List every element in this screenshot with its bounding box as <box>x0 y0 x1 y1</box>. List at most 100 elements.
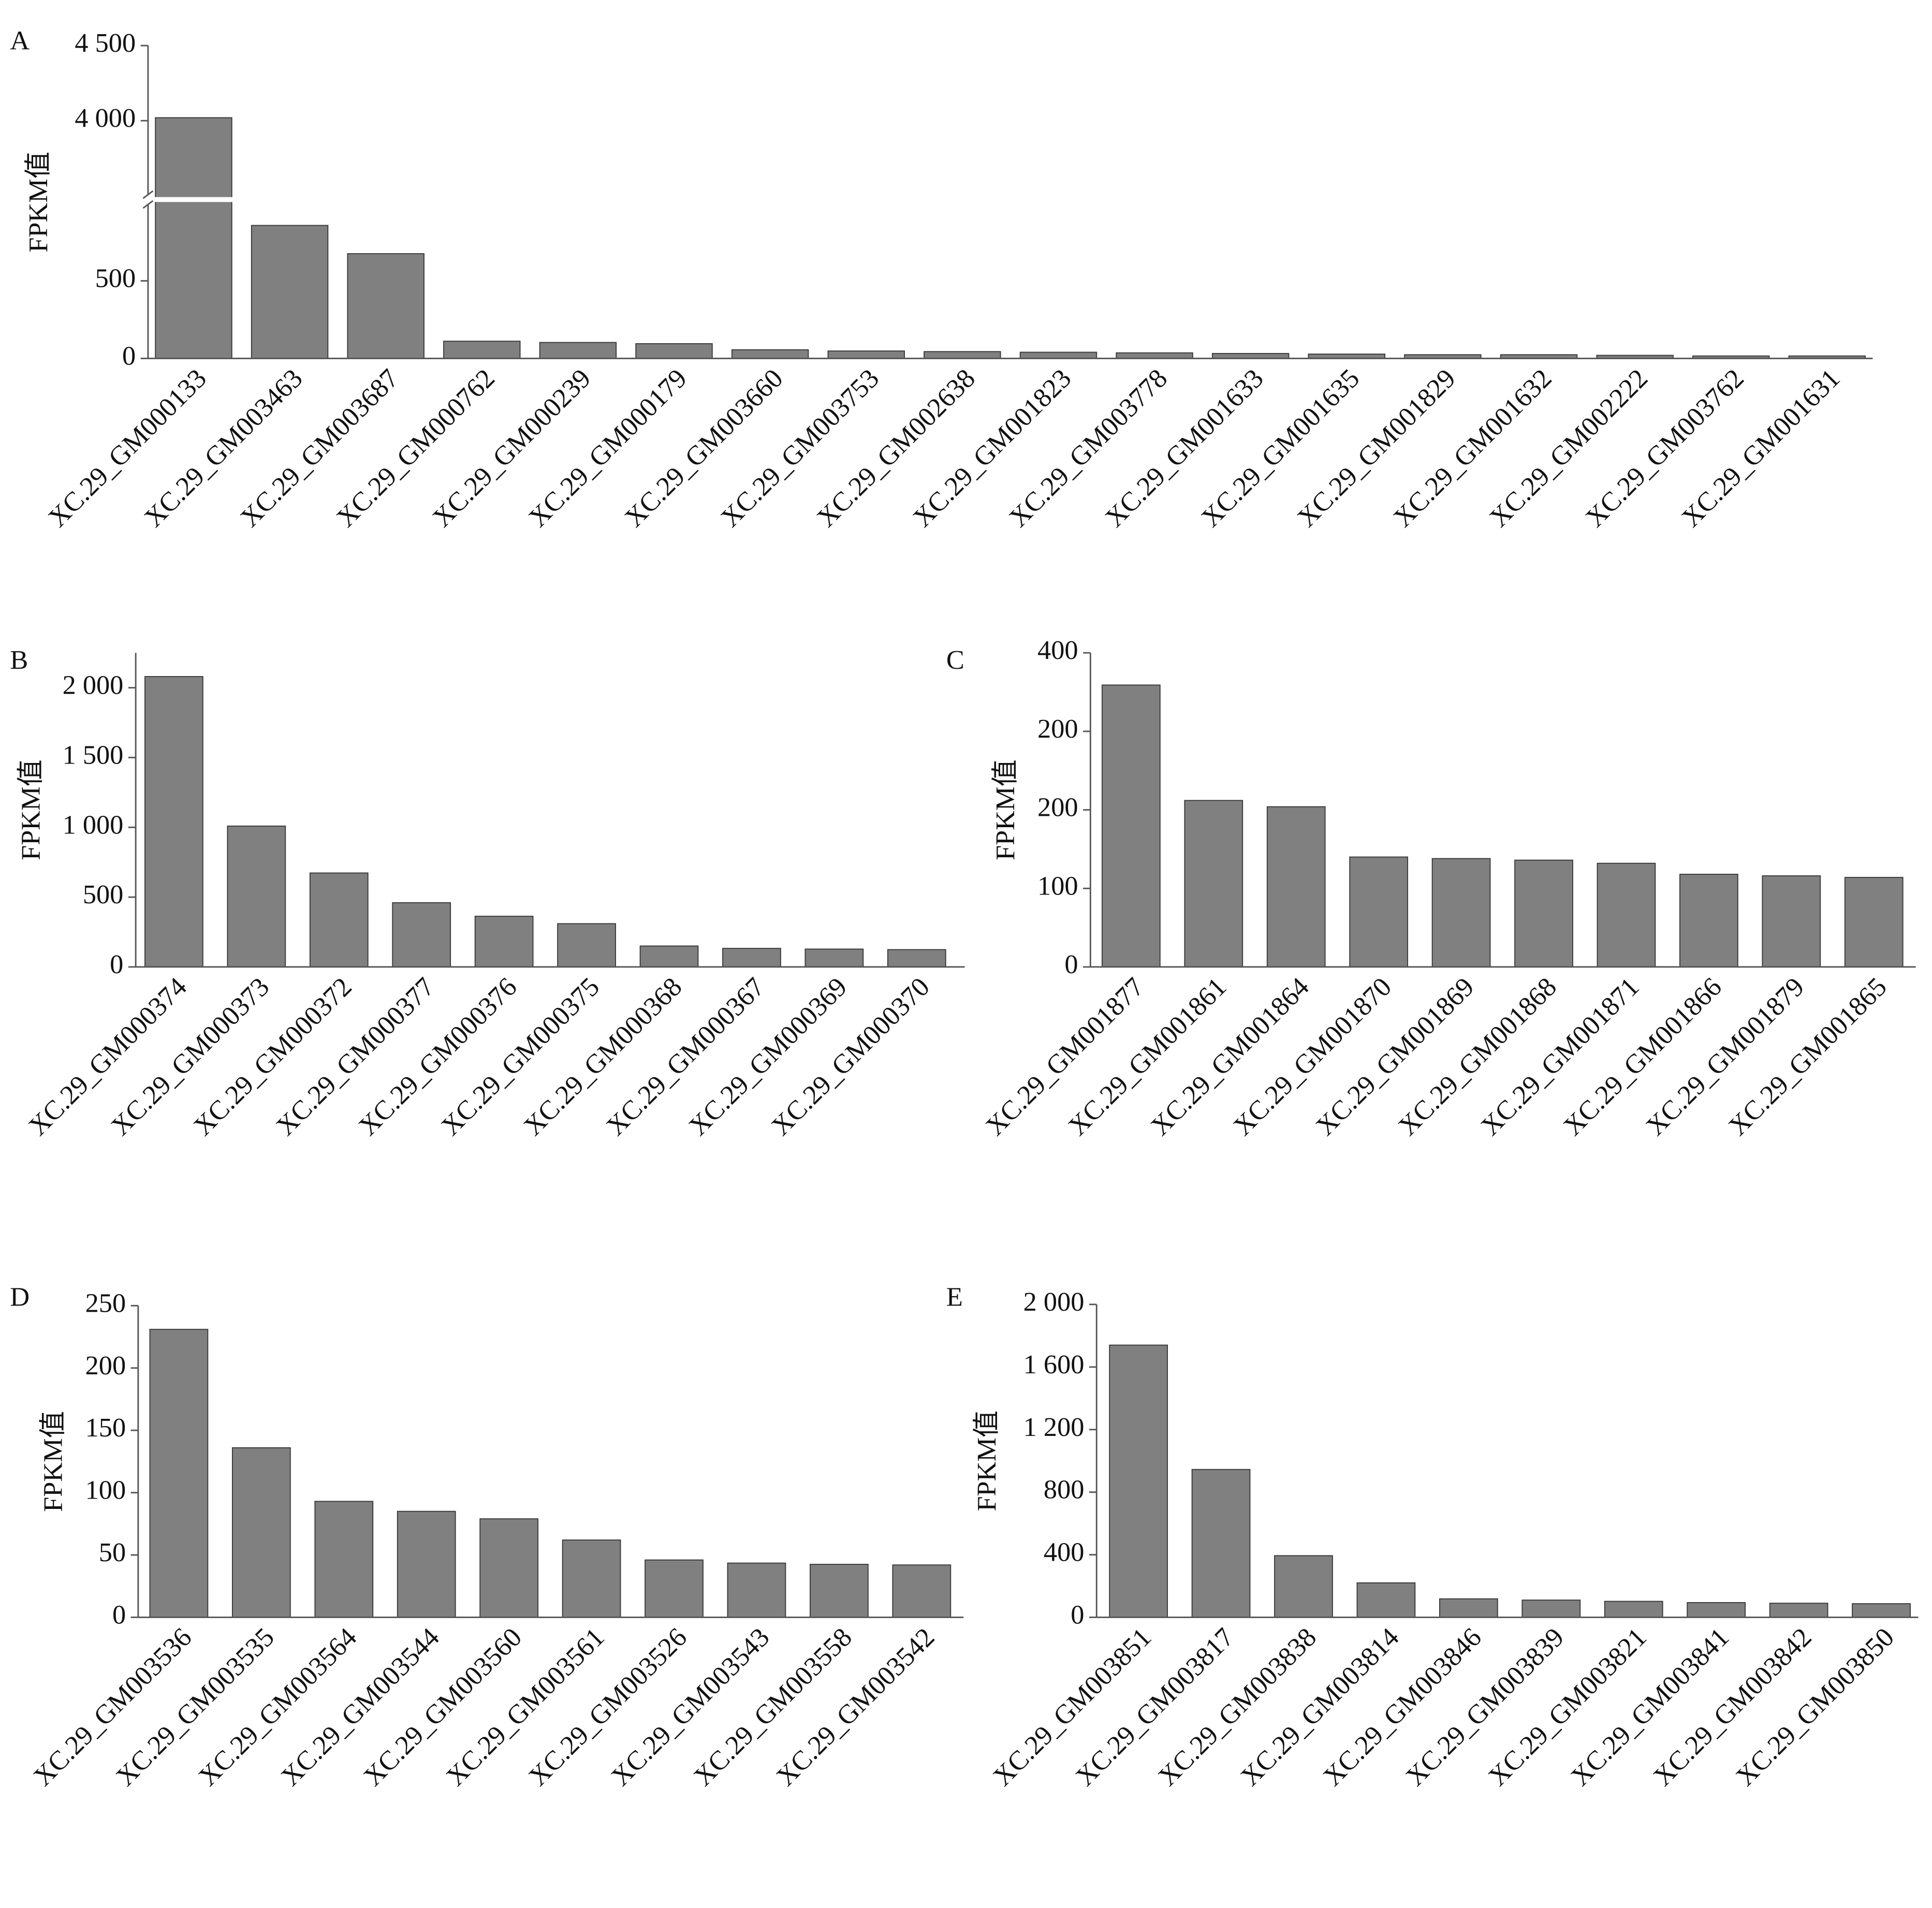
axis-break <box>142 190 154 199</box>
bar <box>722 948 781 967</box>
x-tick-label: XC.29_GM000367 <box>601 972 770 1141</box>
bar <box>479 1518 539 1618</box>
x-tick-label: XC.29_GM000376 <box>353 972 523 1141</box>
x-tick-label: XC.29_GM002638 <box>811 363 981 533</box>
x-tick-label: XC.29_GM003838 <box>1152 1622 1322 1792</box>
y-tick-label: 1 500 <box>63 740 124 770</box>
x-tick-label: XC.29_GM003536 <box>28 1622 198 1792</box>
y-tick-label: 0 <box>1071 1599 1084 1630</box>
panel-label: C <box>946 645 964 675</box>
x-tick-label: XC.29_GM001633 <box>1100 363 1269 533</box>
x-tick-label: XC.29_GM001868 <box>1393 972 1562 1141</box>
x-tick-label: XC.29_GM003526 <box>523 1622 693 1792</box>
bar <box>314 1501 374 1618</box>
x-tick-label: XC.29_GM003814 <box>1235 1622 1405 1792</box>
x-tick-label: XC.29_GM003850 <box>1730 1622 1900 1792</box>
bar <box>1356 1582 1416 1618</box>
bar <box>887 949 946 967</box>
x-tick-label: XC.29_GM003846 <box>1318 1622 1487 1792</box>
x-tick-label: XC.29_GM003564 <box>193 1622 362 1792</box>
bar <box>731 349 809 359</box>
y-tick-label: 500 <box>95 263 136 293</box>
x-tick-label: XC.29_GM003753 <box>715 363 885 533</box>
bar <box>1769 1603 1828 1618</box>
y-tick-label: 250 <box>85 1288 126 1318</box>
x-tick-label: XC.29_GM003821 <box>1483 1622 1652 1792</box>
y-tick-label: 800 <box>1044 1475 1085 1505</box>
bar <box>810 1564 869 1618</box>
x-tick-label: XC.29_GM000373 <box>105 972 275 1141</box>
x-tick-label: XC.29_GM001632 <box>1388 363 1558 533</box>
bar <box>639 945 699 967</box>
x-tick-label: XC.29_GM001879 <box>1640 972 1810 1141</box>
x-tick-label: XC.29_GM000179 <box>523 363 693 533</box>
bar <box>1844 877 1904 967</box>
y-axis-label: FPKM值 <box>16 759 46 860</box>
y-tick-label: 1 200 <box>1023 1412 1085 1442</box>
y-tick-label: 400 <box>1044 1537 1085 1567</box>
bar <box>1679 874 1738 967</box>
x-tick-label: XC.29_GM001871 <box>1475 972 1645 1141</box>
bar <box>1852 1603 1911 1618</box>
panel-label: D <box>10 1282 30 1312</box>
bar <box>1687 1602 1746 1618</box>
bar <box>347 253 425 359</box>
bar <box>149 1329 209 1618</box>
x-tick-label: XC.29_GM001877 <box>980 972 1150 1141</box>
x-tick-label: XC.29_GM003841 <box>1565 1622 1735 1792</box>
x-tick-label: XC.29_GM003762 <box>1580 363 1750 533</box>
bar <box>1514 859 1573 967</box>
bar <box>231 1447 291 1618</box>
bar <box>892 1564 952 1618</box>
x-tick-label: XC.29_GM003542 <box>770 1622 940 1792</box>
bar <box>227 825 286 967</box>
y-tick-label: 1 600 <box>1023 1349 1085 1379</box>
y-tick-label: 0 <box>110 949 123 979</box>
x-tick-label: XC.29_GM001864 <box>1145 972 1315 1141</box>
bar <box>1604 1601 1663 1618</box>
y-tick-label: 0 <box>112 1599 126 1630</box>
bar <box>539 342 617 359</box>
x-tick-label: XC.29_GM000370 <box>766 972 935 1141</box>
y-tick-label: 200 <box>1037 792 1078 823</box>
x-tick-label: XC.29_GM003535 <box>110 1622 280 1792</box>
x-tick-label: XC.29_GM001870 <box>1227 972 1397 1141</box>
bar <box>1439 1598 1498 1618</box>
x-tick-label: XC.29_GM001865 <box>1723 972 1893 1141</box>
y-axis-label: FPKM值 <box>990 759 1020 860</box>
y-tick-label: 1 000 <box>63 810 124 840</box>
y-tick-label: 4 500 <box>75 28 136 58</box>
y-tick-label: 500 <box>83 879 124 909</box>
y-tick-label: 150 <box>85 1413 126 1443</box>
bar <box>804 948 864 967</box>
y-tick-label: 200 <box>1037 714 1078 744</box>
x-tick-label: XC.29_GM001631 <box>1676 363 1846 533</box>
bar <box>1349 856 1409 967</box>
x-tick-label: XC.29_GM001866 <box>1558 972 1728 1141</box>
panel-label: E <box>946 1282 963 1312</box>
bar <box>924 351 1001 359</box>
bar <box>1274 1555 1333 1618</box>
bar <box>1211 353 1290 359</box>
x-tick-label: XC.29_GM000239 <box>427 363 597 533</box>
bar <box>645 1559 704 1618</box>
x-tick-label: XC.29_GM000375 <box>435 972 605 1141</box>
x-tick-label: XC.29_GM003687 <box>235 363 404 533</box>
x-tick-label: XC.29_GM001861 <box>1062 972 1232 1141</box>
bar <box>562 1539 621 1618</box>
y-axis-label: FPKM值 <box>38 1411 68 1512</box>
bar <box>443 341 521 359</box>
y-tick-label: 2 000 <box>63 670 124 700</box>
y-tick-label: 0 <box>1064 949 1078 979</box>
y-tick-label: 100 <box>1037 871 1078 901</box>
bar <box>635 343 713 359</box>
bar <box>727 1562 786 1618</box>
x-tick-label: XC.29_GM001829 <box>1292 363 1461 533</box>
bar <box>392 902 451 967</box>
bar <box>1101 684 1161 967</box>
x-tick-label: XC.29_GM003558 <box>688 1622 858 1792</box>
y-tick-label: 50 <box>99 1537 126 1567</box>
axis-break-gap <box>153 197 235 202</box>
x-tick-label: XC.29_GM000133 <box>42 363 212 533</box>
x-tick-label: XC.29_GM003463 <box>139 363 309 533</box>
